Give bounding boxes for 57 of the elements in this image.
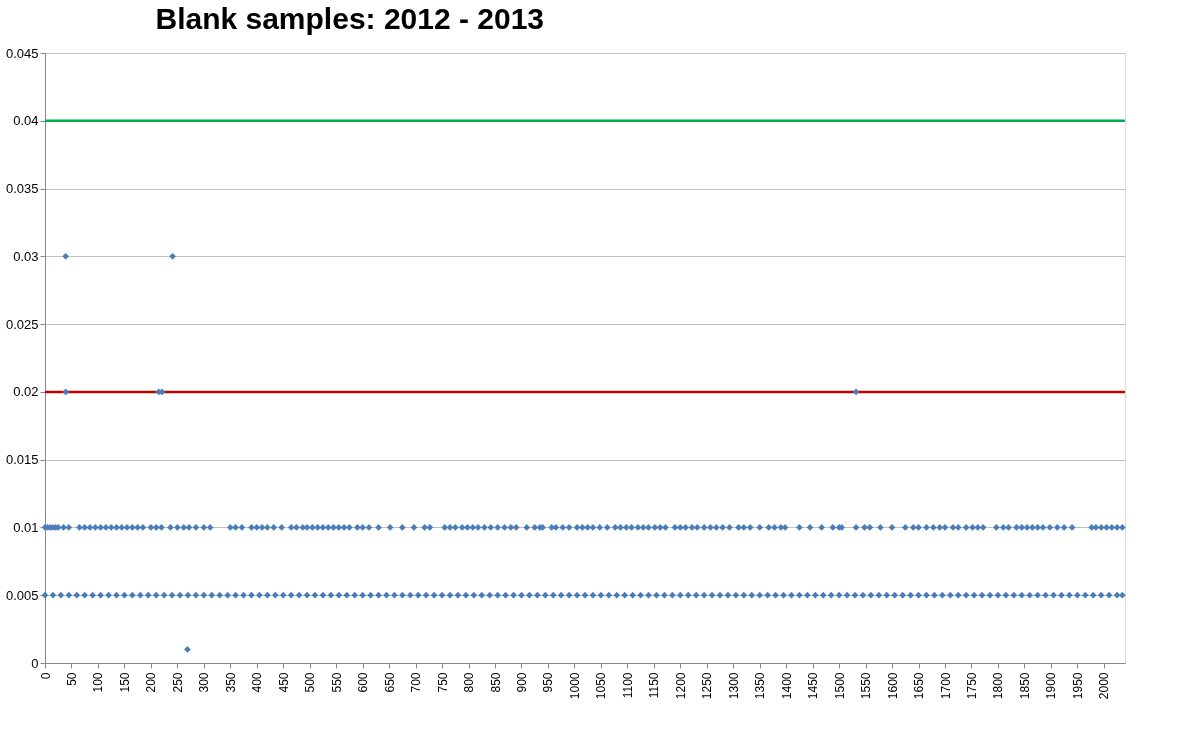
x-tick-label: 1800 bbox=[991, 672, 1006, 700]
x-tick-label: 1950 bbox=[1070, 672, 1085, 700]
point bbox=[169, 252, 176, 260]
x-tick-label: 1350 bbox=[753, 672, 768, 700]
x-tick-label: 1250 bbox=[700, 672, 715, 700]
x-tick-label: 1650 bbox=[912, 672, 927, 700]
x-tick-label: 300 bbox=[197, 672, 212, 693]
y-tick-label: 0.025 bbox=[5, 316, 39, 332]
y-tick-label: 0.015 bbox=[5, 452, 39, 468]
y-tick-label: 0.04 bbox=[13, 113, 39, 129]
x-tick-label: 50 bbox=[64, 672, 79, 686]
x-tick-label: 100 bbox=[91, 672, 106, 693]
x-tick-label: 550 bbox=[329, 672, 344, 693]
x-tick-label: 1050 bbox=[594, 672, 609, 700]
x-tick-label: 800 bbox=[462, 672, 477, 693]
x-tick-label: 750 bbox=[435, 672, 450, 693]
x-tick-label: 1400 bbox=[779, 672, 794, 700]
x-tick-label: 1700 bbox=[938, 672, 953, 700]
point bbox=[184, 646, 191, 653]
y-tick-label: 0 bbox=[31, 655, 39, 671]
y-tick-label: 0.035 bbox=[5, 181, 39, 197]
x-tick-label: 650 bbox=[382, 672, 397, 693]
x-tick-label: 1600 bbox=[885, 672, 900, 700]
x-tick-label: 400 bbox=[250, 672, 265, 693]
x-tick-label: 450 bbox=[276, 672, 291, 693]
y-tick-label: 0.01 bbox=[13, 519, 39, 535]
x-tick-label: 1150 bbox=[647, 672, 662, 699]
x-tick-label: 1900 bbox=[1044, 672, 1059, 700]
x-tick-label: 200 bbox=[144, 672, 159, 693]
x-tick-label: 900 bbox=[514, 672, 529, 693]
x-tick-label: 850 bbox=[488, 672, 503, 693]
y-tick-label: 0.005 bbox=[5, 587, 39, 603]
x-tick-label: 700 bbox=[409, 672, 424, 693]
x-tick-label: 250 bbox=[170, 672, 185, 693]
x-tick-label: 1450 bbox=[806, 672, 821, 700]
x-tick-label: 0 bbox=[38, 672, 53, 680]
y-tick-label: 0.045 bbox=[5, 45, 39, 61]
x-tick-label: 1200 bbox=[673, 672, 688, 700]
x-tick-label: 150 bbox=[117, 672, 132, 693]
point bbox=[62, 252, 69, 260]
x-tick-label: 1100 bbox=[620, 672, 635, 699]
x-tick-label: 500 bbox=[303, 672, 318, 693]
x-tick-label: 1300 bbox=[726, 672, 741, 700]
x-tick-label: 600 bbox=[356, 672, 371, 693]
x-tick-label: 1550 bbox=[859, 672, 874, 700]
x-tick-label: 1500 bbox=[832, 672, 847, 700]
x-tick-label: 2000 bbox=[1097, 672, 1112, 700]
x-tick-label: 1750 bbox=[964, 672, 979, 700]
y-tick-label: 0.03 bbox=[13, 248, 39, 264]
x-tick-label: 950 bbox=[541, 672, 556, 693]
point bbox=[62, 388, 69, 396]
chart-title: Blank samples: 2012 - 2013 bbox=[155, 2, 545, 35]
y-tick-label: 0.02 bbox=[13, 384, 39, 400]
point bbox=[852, 388, 860, 396]
x-tick-label: 1000 bbox=[567, 672, 582, 700]
x-tick-label: 350 bbox=[223, 672, 238, 693]
x-tick-label: 1850 bbox=[1017, 672, 1032, 700]
